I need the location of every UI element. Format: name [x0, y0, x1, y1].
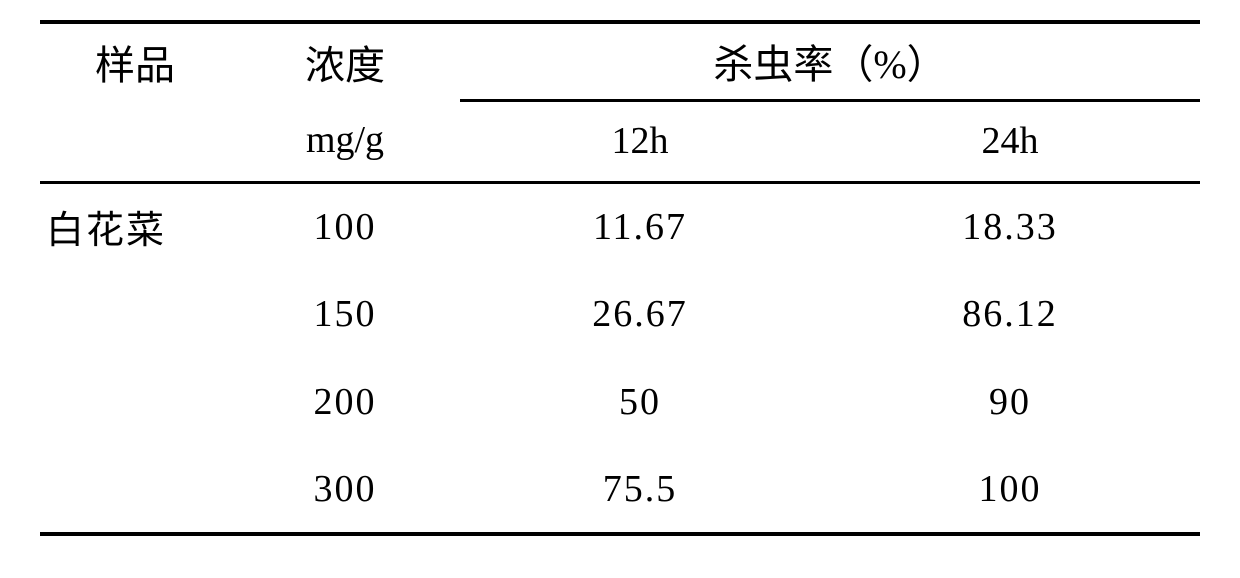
- table-row: 300 75.5 100: [40, 446, 1200, 534]
- data-table-container: 样品 浓度 杀虫率（%） mg/g 12h 24h 白花菜 100 11.67 …: [0, 0, 1240, 536]
- cell-conc: 150: [230, 270, 460, 358]
- cell-24h: 100: [820, 446, 1200, 534]
- table-row: 白花菜 100 11.67 18.33: [40, 182, 1200, 270]
- cell-12h: 11.67: [460, 182, 820, 270]
- col-header-rate-group: 杀虫率（%）: [460, 22, 1200, 100]
- cell-sample-name: 白花菜: [40, 182, 230, 270]
- table-row: 200 50 90: [40, 358, 1200, 446]
- col-header-concentration: 浓度: [230, 22, 460, 100]
- col-header-24h: 24h: [820, 100, 1200, 182]
- table-header-row-2: mg/g 12h 24h: [40, 100, 1200, 182]
- cell-24h: 90: [820, 358, 1200, 446]
- cell-12h: 75.5: [460, 446, 820, 534]
- table-header-row-1: 样品 浓度 杀虫率（%）: [40, 22, 1200, 100]
- cell-24h: 86.12: [820, 270, 1200, 358]
- cell-12h: 26.67: [460, 270, 820, 358]
- insecticidal-rate-table: 样品 浓度 杀虫率（%） mg/g 12h 24h 白花菜 100 11.67 …: [40, 20, 1200, 536]
- cell-conc: 100: [230, 182, 460, 270]
- cell-12h: 50: [460, 358, 820, 446]
- col-header-12h: 12h: [460, 100, 820, 182]
- cell-conc: 200: [230, 358, 460, 446]
- cell-24h: 18.33: [820, 182, 1200, 270]
- cell-conc: 300: [230, 446, 460, 534]
- table-row: 150 26.67 86.12: [40, 270, 1200, 358]
- col-header-concentration-unit: mg/g: [230, 100, 460, 182]
- col-header-sample: 样品: [40, 22, 230, 100]
